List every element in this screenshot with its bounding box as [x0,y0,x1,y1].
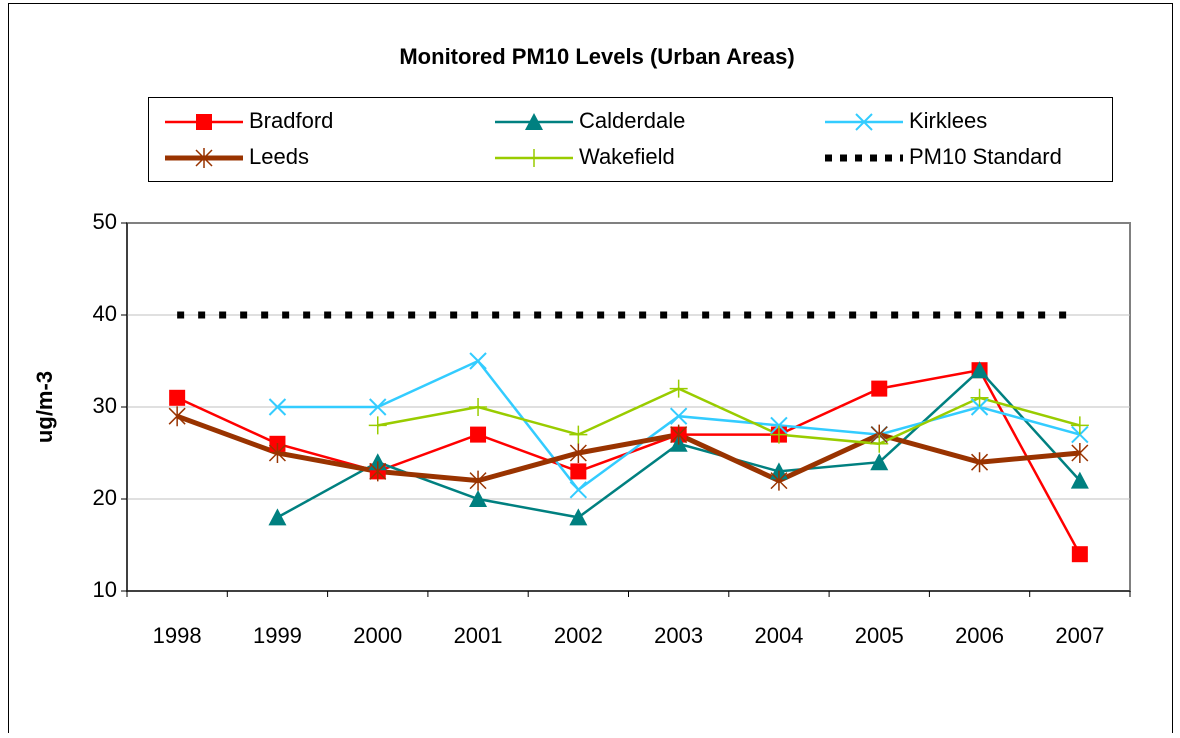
marker [770,416,788,435]
marker [1071,425,1089,444]
legend-label: Calderdale [579,108,685,133]
marker [570,463,587,480]
marker [369,461,387,482]
marker [870,434,889,453]
marker [855,113,873,131]
y-tick-label: 10 [93,577,117,602]
marker [970,388,989,407]
x-tick-label: 1999 [253,623,302,648]
marker [525,113,543,130]
marker [169,389,186,406]
y-tick-label: 30 [93,393,117,418]
marker [168,406,186,427]
x-tick-label: 2007 [1055,623,1104,648]
marker [525,149,543,167]
marker [469,470,487,491]
marker [369,398,387,416]
marker [469,490,488,507]
marker [470,426,487,443]
y-tick-label: 50 [93,209,117,234]
x-tick-label: 2001 [454,623,503,648]
marker [569,508,588,526]
series-line [377,387,1081,446]
legend-label: Kirklees [909,108,987,133]
marker [196,114,212,130]
marker [971,452,989,473]
marker [769,425,788,444]
marker [1070,471,1089,489]
marker [569,425,588,444]
marker [1070,416,1089,435]
marker [770,470,788,491]
marker [1071,443,1089,463]
marker [870,453,889,471]
x-tick-label: 2003 [654,623,703,648]
marker [569,481,588,499]
series-line [176,413,1081,484]
y-tick-label: 40 [93,301,117,326]
marker [268,398,287,416]
marker [268,443,286,463]
marker [970,361,989,379]
marker [1071,546,1088,563]
marker [268,508,287,526]
marker [569,443,587,463]
marker [469,398,488,416]
y-axis-label: ug/m-3 [32,371,57,443]
marker [195,148,213,168]
marker [871,380,888,397]
marker [669,407,688,425]
x-tick-label: 2002 [554,623,603,648]
legend-box [148,97,1113,182]
marker [669,379,688,398]
x-tick-label: 2004 [754,623,803,648]
marker [469,352,487,370]
x-tick-label: 2005 [855,623,904,648]
x-tick-label: 1998 [153,623,202,648]
marker [970,398,989,416]
marker [368,416,387,435]
legend-label: Wakefield [579,144,675,169]
x-tick-label: 2000 [353,623,402,648]
x-tick-label: 2006 [955,623,1004,648]
marker [670,424,688,445]
legend-label: Leeds [249,144,309,169]
y-tick-label: 20 [93,485,117,510]
legend-label: PM10 Standard [909,144,1062,169]
legend-label: Bradford [249,108,333,133]
chart-title: Monitored PM10 Levels (Urban Areas) [399,44,794,69]
